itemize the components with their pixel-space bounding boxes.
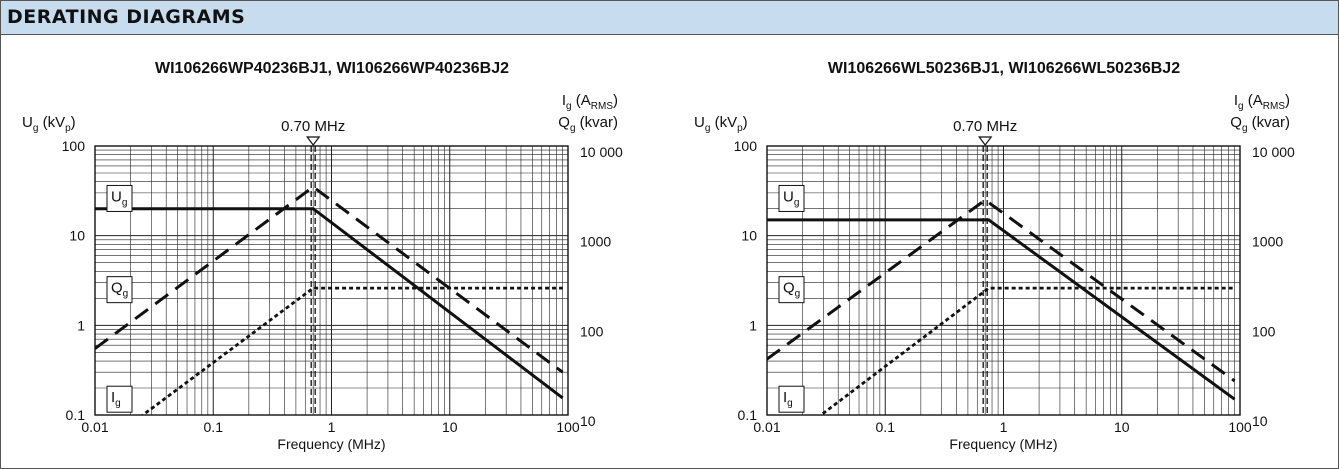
derating-chart-2: WI106266WL50236BJ1, WI106266WL50236BJ210… — [694, 60, 1295, 452]
chart-title: WI106266WP40236BJ1, WI106266WP40236BJ2 — [155, 60, 509, 77]
series-line-ug — [95, 207, 564, 400]
frequency-marker-triangle — [305, 136, 321, 146]
derating-chart-1: WI106266WP40236BJ1, WI106266WP40236BJ210… — [22, 60, 623, 452]
x-tick-label: 0.1 — [204, 419, 224, 435]
series-line-ug — [767, 218, 1236, 401]
chart-title: WI106266WL50236BJ1, WI106266WL50236BJ2 — [828, 60, 1180, 77]
x-axis-label: Frequency (MHz) — [277, 436, 385, 452]
x-tick-label: 100 — [1228, 419, 1252, 435]
series-label: Ig — [111, 389, 121, 409]
grid — [766, 146, 1240, 416]
series-label-box — [778, 184, 805, 212]
x-tick-label: 10 — [442, 419, 458, 435]
frequency-marker-label: 0.70 MHz — [281, 118, 345, 135]
series-label: Qg — [111, 280, 128, 300]
series-line-ig — [818, 286, 1235, 415]
y-right-axis-label-current: Ig (ARMS) — [1234, 92, 1290, 112]
y-right-tick-label: 10 000 — [580, 144, 623, 160]
y-left-axis-label: Ug (kVp) — [22, 114, 76, 134]
x-tick-label: 10 — [1114, 419, 1130, 435]
series-label: Qg — [783, 280, 800, 300]
plot-border — [766, 145, 1241, 416]
series-label-box — [106, 184, 133, 212]
series-line-qg — [767, 198, 1236, 383]
x-tick-label: 1 — [1000, 419, 1008, 435]
section-header: DERATING DIAGRAMS — [1, 1, 1338, 35]
y-left-tick-label: 0.1 — [738, 407, 758, 423]
y-right-axis-label-current: Ig (ARMS) — [562, 92, 618, 112]
y-left-tick-label: 10 — [741, 228, 757, 244]
series-line-qg — [95, 185, 564, 374]
series-label-box — [106, 385, 133, 413]
y-right-tick-label: 10 — [580, 413, 596, 429]
x-tick-label: 0.01 — [81, 419, 108, 435]
y-right-tick-label: 100 — [580, 323, 604, 339]
x-axis-label: Frequency (MHz) — [949, 436, 1057, 452]
y-right-axis-label-power: Qg (kvar) — [1230, 114, 1290, 134]
series-label-box — [778, 385, 805, 413]
frequency-marker-triangle — [977, 136, 993, 146]
y-left-tick-label: 1 — [77, 317, 85, 333]
y-left-tick-label: 1 — [749, 317, 757, 333]
y-left-tick-label: 100 — [62, 138, 86, 154]
y-left-tick-label: 0.1 — [66, 407, 86, 423]
series-label: Ug — [783, 188, 799, 208]
y-left-axis-label: Ug (kVp) — [694, 114, 748, 134]
y-right-axis-label-power: Qg (kvar) — [558, 114, 618, 134]
y-right-tick-label: 10 000 — [1252, 144, 1295, 160]
y-right-tick-label: 10 — [1252, 413, 1268, 429]
x-tick-label: 0.01 — [753, 419, 780, 435]
y-right-tick-label: 1000 — [1252, 234, 1283, 250]
series-label-box — [106, 276, 133, 304]
series-label-box — [778, 276, 805, 304]
y-left-tick-label: 100 — [734, 138, 758, 154]
series-label: Ug — [111, 188, 127, 208]
x-tick-label: 1 — [328, 419, 336, 435]
y-left-tick-label: 10 — [69, 228, 85, 244]
plot-border — [94, 145, 569, 416]
grid — [94, 146, 568, 416]
frequency-marker-label: 0.70 MHz — [953, 118, 1017, 135]
series-label: Ig — [783, 389, 793, 409]
x-tick-label: 0.1 — [876, 419, 896, 435]
y-right-tick-label: 1000 — [580, 234, 611, 250]
section-title: DERATING DIAGRAMS — [7, 6, 246, 28]
y-right-tick-label: 100 — [1252, 323, 1276, 339]
x-tick-label: 100 — [556, 419, 580, 435]
